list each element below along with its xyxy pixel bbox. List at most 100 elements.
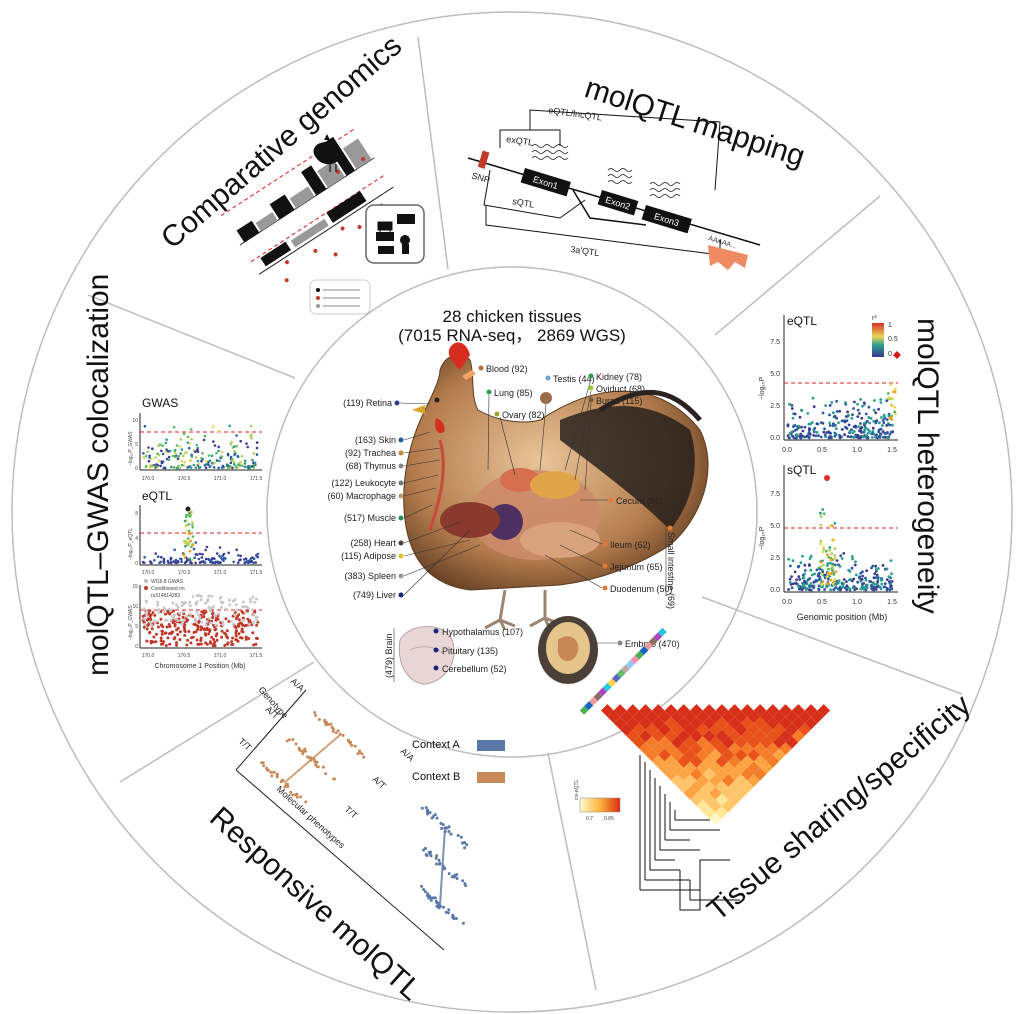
scatter-point — [198, 552, 202, 556]
scatter-point — [329, 722, 333, 726]
tissue-dot — [398, 463, 404, 469]
scatter-point — [148, 466, 152, 469]
scatter-point — [835, 559, 839, 562]
scatter-point — [190, 636, 193, 640]
scatter-point — [826, 582, 830, 585]
scatter-point — [447, 872, 451, 876]
scatter-point — [187, 630, 191, 633]
tissue-dot — [398, 450, 404, 456]
scatter-point — [881, 564, 885, 567]
sqtl-bracket-label: sQTL — [512, 196, 535, 210]
coloc-xtick: 171.0 — [214, 653, 227, 659]
scatter-point — [143, 617, 147, 621]
scatter-point — [194, 623, 198, 627]
scatter-point — [239, 460, 243, 464]
scatter-point — [215, 632, 219, 636]
scatter-point — [176, 605, 180, 609]
scatter-point — [191, 526, 194, 529]
section-dividers — [87, 36, 963, 991]
scatter-point — [821, 508, 825, 511]
scatter-point — [243, 561, 247, 564]
scatter-point — [175, 466, 179, 470]
scatter-point — [203, 561, 207, 564]
scatter-point — [864, 576, 867, 580]
scatter-point — [841, 585, 845, 589]
scatter-point — [188, 549, 192, 553]
scatter-point — [286, 782, 289, 786]
scatter-point — [889, 383, 893, 386]
scatter-point — [793, 570, 797, 574]
scatter-point — [801, 429, 805, 433]
scatter-point — [200, 610, 204, 614]
scatter-point — [880, 416, 883, 419]
coloc-eqtl-xtick: 170.5 — [178, 570, 191, 576]
scatter-point — [249, 557, 253, 560]
scatter-point — [156, 625, 160, 629]
scatter-point — [215, 459, 219, 462]
scatter-point — [219, 556, 223, 559]
scatter-point — [294, 742, 298, 746]
scatter-point — [875, 585, 879, 589]
scatter-point — [788, 580, 792, 584]
scatter-point — [819, 515, 823, 518]
tissue-dot — [394, 400, 400, 406]
scatter-point — [221, 620, 225, 624]
tissue-color-band — [639, 646, 649, 655]
chicken-illustration — [403, 342, 709, 631]
scatter-point — [193, 556, 196, 559]
scatter-point — [813, 426, 817, 430]
heterogeneity-ylabel-bottom: −log₁₀P — [759, 526, 766, 550]
scatter-point — [189, 539, 193, 543]
coloc-gwas-ytick: 10 — [132, 418, 138, 424]
scatter-point — [232, 560, 235, 564]
scatter-point — [873, 583, 876, 586]
scatter-point — [819, 565, 823, 569]
scatter-point — [147, 459, 151, 463]
scatter-point — [230, 640, 234, 644]
coloc-gwas-xtick: 170.5 — [178, 476, 191, 482]
scatter-point — [826, 553, 829, 557]
scatter-point — [430, 816, 434, 820]
scatter-point — [208, 459, 212, 463]
scatter-point — [808, 428, 812, 431]
scatter-point — [183, 519, 187, 523]
scatter-point — [148, 620, 152, 624]
scatter-point — [195, 638, 199, 642]
scatter-point — [142, 625, 146, 629]
tissue-ovary: Ovary (82) — [502, 410, 545, 420]
scatter-point — [893, 405, 896, 409]
scatter-point — [156, 603, 160, 607]
scatter-point — [443, 866, 447, 870]
scatter-point — [224, 617, 228, 621]
scatter-point — [834, 427, 838, 430]
scatter-point — [859, 422, 862, 425]
scatter-point — [172, 425, 176, 429]
scatter-point — [851, 557, 854, 561]
scatter-point — [187, 446, 191, 450]
scatter-point — [893, 390, 896, 394]
scatter-point — [168, 625, 172, 628]
scatter-point — [809, 582, 813, 585]
scatter-point — [865, 583, 869, 587]
scatter-point — [178, 611, 182, 615]
scatter-point — [336, 729, 340, 733]
scatter-point — [191, 543, 194, 547]
tissue-macrophage: (60) Macrophage — [327, 491, 396, 501]
sharing-legend-title: cis-eQTL — [574, 780, 580, 801]
scatter-point — [227, 620, 231, 623]
scatter-point — [197, 557, 201, 561]
scatter-point — [827, 567, 830, 571]
scatter-point — [237, 624, 241, 628]
scatter-point — [440, 826, 444, 830]
scatter-point — [851, 431, 855, 435]
scatter-point — [223, 644, 227, 647]
scatter-point — [821, 580, 825, 584]
scatter-point — [834, 556, 837, 560]
colocalization-panel: GWAS −log₁₀P_GWAS 10 5 0 170.0 170.5 171… — [128, 396, 262, 670]
scatter-point — [190, 545, 193, 549]
scatter-point — [205, 642, 209, 646]
scatter-point — [248, 597, 252, 601]
scatter-point — [194, 541, 198, 544]
scatter-point — [850, 579, 854, 583]
scatter-point — [180, 448, 184, 451]
